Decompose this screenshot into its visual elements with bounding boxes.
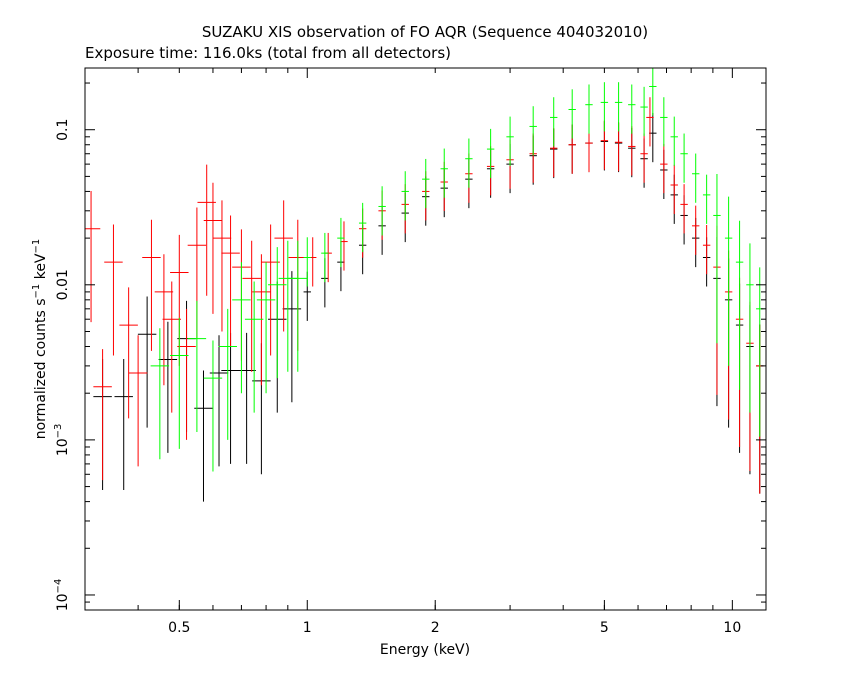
data-point [702, 174, 711, 224]
data-point [288, 240, 308, 372]
data-point [324, 232, 332, 283]
data-point [128, 335, 148, 467]
data-point [104, 224, 123, 356]
data-point [256, 262, 276, 394]
data-point [529, 106, 537, 156]
data-point [158, 321, 178, 453]
data-point [340, 221, 348, 271]
data-point [692, 153, 700, 203]
data-point [724, 196, 733, 366]
data-point [114, 358, 133, 491]
data-point [282, 271, 302, 403]
data-point [486, 128, 495, 179]
plot-frame [84, 67, 767, 611]
data-point [640, 86, 648, 137]
series-0 [93, 112, 764, 502]
data-point [702, 224, 711, 275]
data-point [358, 202, 367, 253]
data-point [746, 243, 754, 413]
data-point [278, 240, 298, 372]
data-point [660, 97, 668, 147]
data-point [203, 340, 223, 472]
x-tick-label: 1 [303, 620, 312, 636]
data-point [162, 281, 181, 413]
data-point [187, 300, 207, 432]
data-point [85, 191, 101, 323]
data-point [660, 143, 668, 194]
data-point [142, 219, 161, 351]
data-point [614, 82, 623, 132]
data-point [212, 200, 232, 332]
data-point [628, 84, 636, 134]
data-point [137, 296, 157, 428]
x-tick-label: 10 [723, 620, 741, 636]
y-tick-label: 10−3 [53, 424, 71, 457]
data-point [177, 308, 196, 440]
data-point [735, 220, 744, 390]
data-point [232, 262, 251, 394]
data-point [268, 247, 287, 379]
x-tick-label: 0.5 [168, 620, 190, 636]
y-axis-label: normalized counts s−1 keV−1 [31, 239, 49, 440]
x-tick-label: 5 [600, 620, 609, 636]
data-point [237, 332, 256, 464]
data-point [321, 232, 329, 283]
data-point [218, 308, 237, 440]
data-point [440, 148, 448, 198]
data-point [274, 200, 293, 332]
data-point [670, 164, 678, 215]
data-point [585, 84, 593, 134]
y-tick-label: 0.1 [55, 119, 71, 141]
data-point [401, 171, 409, 221]
data-point [150, 328, 170, 460]
data-point [244, 281, 264, 413]
data-point [93, 349, 112, 481]
series-2 [150, 68, 764, 472]
chart-subtitle: Exposure time: 116.0ks (total from all d… [85, 44, 451, 62]
data-point [713, 174, 721, 344]
data-point [309, 237, 317, 287]
data-point [680, 133, 688, 183]
data-point [221, 332, 240, 464]
data-point [303, 237, 311, 287]
data-point [170, 317, 189, 449]
data-point [252, 254, 271, 386]
plot-marks [85, 68, 764, 502]
data-point [670, 116, 678, 166]
data-point [154, 254, 174, 386]
data-point [600, 82, 609, 132]
data-point [628, 126, 636, 176]
data-point [649, 68, 657, 116]
data-point [221, 215, 240, 347]
data-point [378, 186, 386, 236]
data-point [203, 182, 223, 314]
data-point [640, 133, 648, 183]
x-tick-label: 2 [431, 620, 440, 636]
chart-title: SUZAKU XIS observation of FO AQR (Sequen… [202, 23, 648, 41]
axis-ticks: 0.5 1 2 5 10 0.1 0.01 10−3 10−4 [53, 68, 766, 636]
data-point [756, 267, 764, 437]
data-point [680, 184, 688, 234]
x-axis-label: Energy (keV) [380, 642, 470, 658]
data-point [506, 116, 514, 166]
y-tick-label: 0.01 [55, 269, 71, 300]
data-point [242, 240, 261, 372]
data-point [119, 287, 138, 419]
data-point [465, 138, 473, 188]
series-1 [85, 97, 764, 494]
data-point [337, 217, 345, 268]
data-point [692, 205, 700, 255]
data-point [422, 158, 430, 209]
data-point [550, 97, 558, 147]
data-point [646, 97, 654, 147]
data-point [568, 89, 576, 139]
y-tick-label: 10−4 [53, 579, 71, 612]
